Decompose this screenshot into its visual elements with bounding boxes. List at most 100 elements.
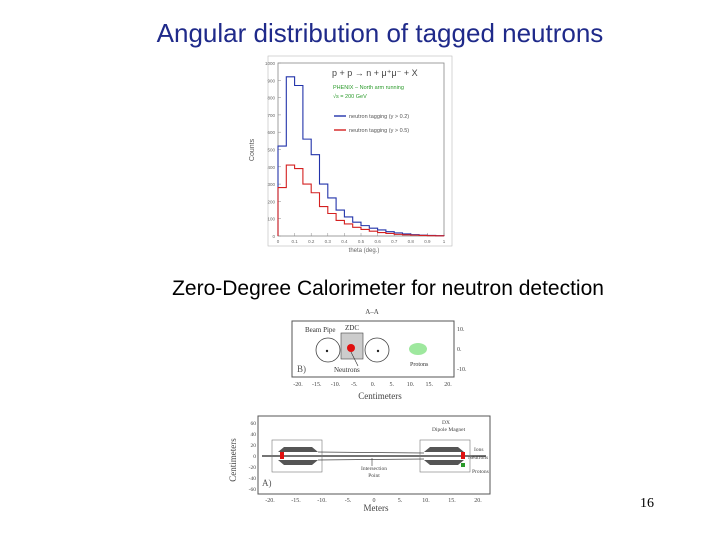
left-magnet-outline bbox=[271, 439, 323, 473]
right-zdc-marker bbox=[461, 452, 465, 459]
section-title: Zero-Degree Calorimeter for neutron dete… bbox=[172, 277, 604, 300]
panel-a-x-tick-label: 5. bbox=[398, 498, 403, 504]
panel-b-x-tick-label: -5. bbox=[351, 382, 358, 388]
info-line-2: √s = 200 GeV bbox=[333, 93, 367, 100]
protons-label: Protons bbox=[410, 362, 429, 368]
panel-b-x-tick-label: -20. bbox=[293, 382, 303, 388]
panel-a-y-tick-label: 0 bbox=[253, 454, 256, 460]
x-tick-group: 0 0.1 0.2 0.3 0.4 0.5 0.6 0.7 0.8 0.9 1 bbox=[277, 233, 446, 244]
x-tick-label: 0.9 bbox=[424, 239, 431, 244]
proton-marker bbox=[461, 463, 465, 467]
page-number: 16 bbox=[640, 496, 654, 511]
panel-b-x-tick-label: 10. bbox=[407, 382, 415, 388]
panel-b-x-tick-label: 20. bbox=[444, 382, 452, 388]
panel-a-x-tick-label: -5. bbox=[345, 498, 352, 504]
neutron-spot bbox=[347, 344, 355, 352]
x-tick-label: 0.1 bbox=[291, 239, 298, 244]
reaction-label: p + p → n + μ⁺μ⁻ + X bbox=[332, 68, 418, 78]
panel-a-y-tick-label: -40 bbox=[249, 476, 257, 482]
panel-a-x-ticks: -20. -15. -10. -5. 0 5. 10. 15. 20. bbox=[265, 498, 482, 504]
panel-b-label: B) bbox=[297, 364, 306, 374]
plot-area bbox=[277, 62, 445, 237]
ions-label: Ions bbox=[474, 447, 483, 453]
panel-a-y-tick-label: 60 bbox=[251, 421, 257, 427]
right-beam-dot bbox=[376, 349, 380, 353]
x-tick-label: 0.7 bbox=[391, 239, 398, 244]
right-magnet-top bbox=[424, 447, 464, 452]
panel-b-x-tick-label: -15. bbox=[312, 382, 322, 388]
panel-a-y-tick-label: -20 bbox=[249, 465, 257, 471]
x-tick-label: 1 bbox=[443, 239, 446, 244]
y-tick-label: 0 bbox=[272, 234, 275, 239]
legend-label-y02: neutron tagging (y > 0.2) bbox=[349, 114, 409, 120]
panel-b-x-axis-label: Centimeters bbox=[358, 391, 402, 401]
panel-a-x-tick-label: 0 bbox=[373, 498, 376, 504]
dx-label: DX bbox=[442, 420, 450, 426]
left-beam-dot bbox=[325, 349, 329, 353]
dipole-magnet-label: Dipole Magnet bbox=[432, 427, 466, 433]
left-magnet-bottom bbox=[278, 460, 318, 465]
y-tick-label: 600 bbox=[267, 130, 275, 135]
info-line-1: PHENIX – North arm running bbox=[333, 85, 404, 91]
panel-b-frame bbox=[291, 320, 455, 378]
right-magnet-bottom bbox=[424, 460, 464, 465]
panel-a-y-ticks: 60 40 20 0 -20 -40 -60 bbox=[249, 421, 257, 493]
y-axis-label: Counts bbox=[249, 138, 256, 161]
panel-a-x-axis-label: Meters bbox=[364, 503, 389, 513]
x-tick-label: 0.8 bbox=[408, 239, 415, 244]
x-axis-label: theta (deg.) bbox=[349, 248, 380, 254]
panel-b-top-label: A–A bbox=[365, 308, 379, 316]
left-zdc-marker bbox=[280, 452, 284, 459]
y-tick-label: 1000 bbox=[265, 61, 276, 66]
panel-b-ytick-mid: 0. bbox=[457, 347, 462, 353]
y-tick-label: 400 bbox=[267, 165, 275, 170]
intersection-label-1: Intersection bbox=[361, 466, 387, 472]
y-tick-label: 300 bbox=[267, 182, 275, 187]
y-tick-label: 700 bbox=[267, 113, 275, 118]
panel-a-x-tick-label: 10. bbox=[422, 498, 430, 504]
panel-a-x-tick-label: -20. bbox=[265, 498, 275, 504]
panel-b-x-tick-label: 5. bbox=[390, 382, 395, 388]
intersection-label-2: Point bbox=[368, 473, 380, 479]
panel-a-x-tick-label: -10. bbox=[317, 498, 327, 504]
panel-b-x-ticks: -20. -15. -10. -5. 0. 5. 10. 15. 20. bbox=[293, 382, 452, 388]
neutrons-label-a: Neutrons bbox=[468, 455, 488, 461]
panel-a-x-tick-label: -15. bbox=[291, 498, 301, 504]
left-magnet-top bbox=[278, 447, 318, 452]
zdc-label: ZDC bbox=[345, 324, 359, 332]
series-y05-histogram bbox=[277, 164, 445, 237]
panel-b-x-tick-label: 15. bbox=[426, 382, 434, 388]
beam-pipe-upper bbox=[317, 451, 425, 454]
slide-title: Angular distribution of tagged neutrons bbox=[156, 18, 604, 48]
panel-a-y-tick-label: 20 bbox=[251, 443, 257, 449]
neutron-pointer bbox=[350, 351, 359, 367]
panel-a-label: A) bbox=[262, 478, 272, 488]
panel-b-ytick-top: 10. bbox=[457, 327, 465, 333]
x-tick-label: 0.5 bbox=[358, 239, 365, 244]
x-tick-label: 0.6 bbox=[374, 239, 381, 244]
panel-b-x-tick-label: 0. bbox=[371, 382, 376, 388]
panel-b-ytick-bottom: -10. bbox=[457, 367, 467, 373]
panel-a-y-tick-label: -60 bbox=[249, 487, 257, 493]
series-y02-histogram bbox=[277, 76, 445, 237]
proton-spot bbox=[409, 343, 427, 355]
panel-a-x-tick-label: 15. bbox=[448, 498, 456, 504]
y-tick-label: 800 bbox=[267, 96, 275, 101]
panel-a-frame bbox=[257, 415, 491, 495]
left-beam-pipe bbox=[315, 337, 341, 363]
plot-frame bbox=[267, 55, 453, 247]
legend-label-y05: neutron tagging (y > 0.5) bbox=[349, 128, 409, 134]
right-magnet-outline bbox=[419, 439, 471, 473]
y-tick-label: 100 bbox=[267, 217, 275, 222]
panel-b-x-tick-label: -10. bbox=[331, 382, 341, 388]
y-tick-label: 500 bbox=[267, 148, 275, 153]
x-tick-label: 0.4 bbox=[341, 239, 348, 244]
beam-pipe-lower bbox=[317, 458, 425, 461]
panel-a-y-axis-label: Centimeters bbox=[228, 438, 238, 482]
x-tick-label: 0.3 bbox=[325, 239, 332, 244]
panel-a-y-tick-label: 40 bbox=[251, 432, 257, 438]
y-tick-label: 200 bbox=[267, 199, 275, 204]
